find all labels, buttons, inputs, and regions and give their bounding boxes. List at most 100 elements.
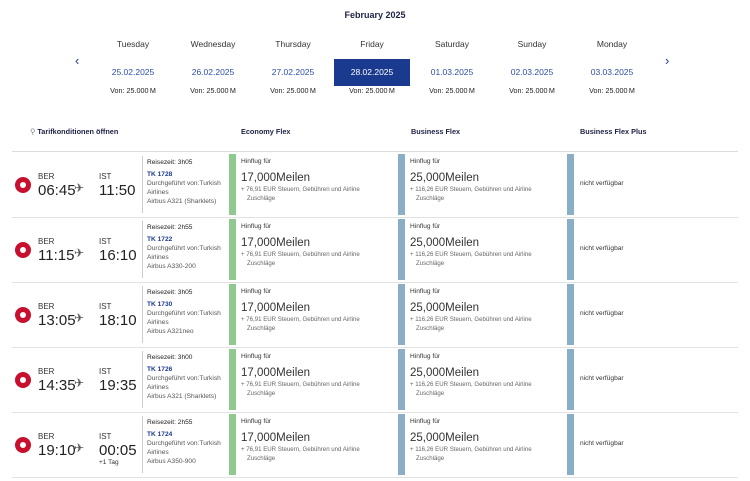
- fare-color-bar: [567, 349, 574, 410]
- arrival-time: 11:50: [99, 182, 136, 199]
- fare-taxes: + 76,91 EUR Steuern, Gebühren und Airlin…: [241, 316, 360, 332]
- day-date[interactable]: 02.03.2025: [510, 67, 554, 77]
- flight-number[interactable]: TK 1728: [147, 171, 173, 178]
- fare-miles: 17,000Meilen: [241, 367, 311, 379]
- flight-number[interactable]: TK 1724: [147, 431, 173, 438]
- arrival-time: 18:10: [99, 312, 137, 329]
- fare-color-bar: [229, 219, 236, 280]
- airplane-icon: ✈: [74, 441, 85, 455]
- divider: [142, 221, 143, 278]
- day-price: Von: 25.000 M: [429, 86, 475, 95]
- day-price: Von: 25.000 M: [110, 86, 156, 95]
- airplane-icon: ✈: [74, 181, 85, 195]
- outbound-label: Hinflug für: [241, 353, 272, 360]
- fare-taxes: + 76,91 EUR Steuern, Gebühren und Airlin…: [241, 381, 360, 397]
- day-name: Wednesday: [190, 39, 236, 49]
- fare-taxes: + 116,26 EUR Steuern, Gebühren und Airli…: [410, 381, 532, 397]
- airplane-icon: ✈: [74, 246, 85, 260]
- fare-miles: 25,000Meilen: [410, 432, 480, 444]
- flight-details[interactable]: Reisezeit: 3h05 TK 1728 Durchgeführt von:T…: [147, 158, 232, 206]
- flight-details[interactable]: Reisezeit: 3h05 TK 1730 Durchgeführt von:T…: [147, 288, 232, 336]
- departure-airport: BER: [38, 237, 55, 246]
- departure-airport: BER: [38, 432, 55, 441]
- outbound-label: Hinflug für: [410, 418, 441, 425]
- operated-by: Durchgeführt von:Turkish Airlines: [147, 440, 221, 456]
- day-column[interactable]: Tuesday 25.02.2025 Von: 25.000 M: [95, 37, 171, 95]
- fare-taxes: + 116,26 EUR Steuern, Gebühren und Airli…: [410, 186, 532, 202]
- day-column[interactable]: Saturday 01.03.2025 Von: 25.000 M: [414, 37, 490, 95]
- day-price: Von: 25.000 M: [270, 86, 316, 95]
- fare-miles: 17,000Meilen: [241, 172, 311, 184]
- day-date[interactable]: 25.02.2025: [111, 67, 155, 77]
- aircraft-type: Airbus A330-200: [147, 263, 196, 270]
- travel-duration: Reisezeit: 3h05: [147, 159, 193, 166]
- next-day-indicator: +1 Tag: [99, 459, 119, 466]
- day-column[interactable]: Monday 03.03.2025 Von: 25.000 M: [574, 37, 650, 95]
- departure-time: 19:10: [38, 442, 76, 459]
- outbound-label: Hinflug für: [241, 223, 272, 230]
- outbound-label: Hinflug für: [241, 288, 272, 295]
- arrival: IST 16:10: [99, 237, 137, 264]
- departure-time: 06:45: [38, 182, 76, 199]
- aircraft-type: Airbus A321neo: [147, 328, 194, 335]
- fare-miles: 17,000Meilen: [241, 302, 311, 314]
- fare-taxes: + 76,91 EUR Steuern, Gebühren und Airlin…: [241, 186, 360, 202]
- day-column[interactable]: Sunday 02.03.2025 Von: 25.000 M: [494, 37, 570, 95]
- flight-number[interactable]: TK 1726: [147, 366, 173, 373]
- fare-color-bar: [567, 284, 574, 345]
- flight-row: BER 11:15 ✈ IST 16:10 Reisezeit: 2h55 TK 1722 D…: [12, 217, 738, 283]
- travel-duration: Reisezeit: 2h55: [147, 419, 193, 426]
- fare-miles: 25,000Meilen: [410, 367, 480, 379]
- outbound-label: Hinflug für: [410, 158, 441, 165]
- turkish-airlines-logo-icon: [15, 177, 31, 193]
- month-title: February 2025: [344, 10, 406, 20]
- arrival: IST 00:05 +1 Tag: [99, 432, 137, 466]
- fare-taxes: + 76,91 EUR Steuern, Gebühren und Airlin…: [241, 446, 360, 462]
- arrival-time: 19:35: [99, 377, 137, 394]
- flight-details[interactable]: Reisezeit: 2h55 TK 1724 Durchgeführt von:T…: [147, 418, 232, 466]
- header-economy-flex: Economy Flex: [241, 127, 291, 136]
- day-date[interactable]: 27.02.2025: [271, 67, 315, 77]
- chevron-left-icon[interactable]: ‹: [75, 53, 80, 68]
- day-date[interactable]: 01.03.2025: [430, 67, 474, 77]
- arrival: IST 18:10: [99, 302, 137, 329]
- day-date[interactable]: 26.02.2025: [191, 67, 235, 77]
- fare-taxes: + 116,26 EUR Steuern, Gebühren und Airli…: [410, 446, 532, 462]
- operated-by: Durchgeführt von:Turkish Airlines: [147, 245, 221, 261]
- arrival-airport: IST: [99, 237, 112, 246]
- day-date[interactable]: 28.02.2025: [334, 59, 410, 86]
- flight-details[interactable]: Reisezeit: 2h55 TK 1722 Durchgeführt von:T…: [147, 223, 232, 271]
- fare-color-bar: [229, 284, 236, 345]
- day-column[interactable]: Friday 28.02.2025 Von: 25.000 M: [334, 37, 410, 95]
- flight-details[interactable]: Reisezeit: 3h00 TK 1726 Durchgeführt von:T…: [147, 353, 232, 401]
- travel-duration: Reisezeit: 3h00: [147, 354, 193, 361]
- aircraft-type: Airbus A350-900: [147, 458, 196, 465]
- fare-color-bar: [229, 414, 236, 475]
- day-column[interactable]: Thursday 27.02.2025 Von: 25.000 M: [255, 37, 331, 95]
- departure: BER 14:35: [38, 367, 76, 394]
- chevron-right-icon[interactable]: ›: [665, 53, 670, 68]
- fare-conditions-link[interactable]: ⚲ Tarifkonditionen öffnen: [30, 127, 118, 136]
- day-name: Saturday: [434, 39, 470, 49]
- not-available-label: nicht verfügbar: [580, 180, 624, 187]
- airplane-icon: ✈: [74, 376, 85, 390]
- flight-number[interactable]: TK 1722: [147, 236, 173, 243]
- fare-conditions-label: Tarifkonditionen öffnen: [37, 127, 119, 136]
- fare-color-bar: [398, 414, 405, 475]
- aircraft-type: Airbus A321 (Sharklets): [147, 393, 217, 400]
- outbound-label: Hinflug für: [410, 353, 441, 360]
- divider: [12, 151, 738, 152]
- outbound-label: Hinflug für: [241, 158, 272, 165]
- arrival-airport: IST: [99, 432, 112, 441]
- fare-miles: 25,000Meilen: [410, 302, 480, 314]
- departure-airport: BER: [38, 172, 55, 181]
- day-column[interactable]: Wednesday 26.02.2025 Von: 25.000 M: [175, 37, 251, 95]
- day-price: Von: 25.000 M: [509, 86, 555, 95]
- arrival: IST 11:50: [99, 172, 135, 199]
- not-available-label: nicht verfügbar: [580, 245, 624, 252]
- day-date[interactable]: 03.03.2025: [590, 67, 634, 77]
- fare-taxes: + 76,91 EUR Steuern, Gebühren und Airlin…: [241, 251, 360, 267]
- flight-number[interactable]: TK 1730: [147, 301, 173, 308]
- not-available-label: nicht verfügbar: [580, 375, 624, 382]
- divider: [142, 351, 143, 408]
